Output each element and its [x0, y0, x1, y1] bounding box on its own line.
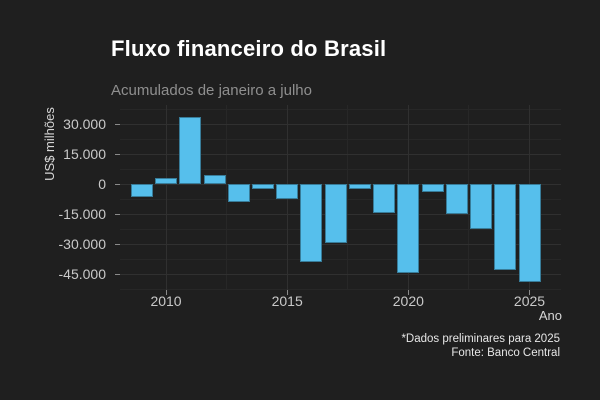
gridline-major-y [120, 273, 561, 275]
bar-2021 [421, 184, 444, 193]
x-tick-label: 2020 [392, 293, 424, 309]
bar-2018 [348, 184, 371, 189]
chart-caption: *Dados preliminares para 2025 Fonte: Ban… [401, 332, 560, 360]
y-tick-mark [115, 183, 120, 185]
gridline-major-y [120, 153, 561, 155]
y-tick-mark [115, 123, 120, 125]
x-tick-label: 2010 [150, 293, 182, 309]
bar-2019 [373, 184, 396, 214]
bar-2024 [494, 184, 517, 270]
y-tick-mark [115, 273, 120, 275]
gridline-minor-y [120, 138, 561, 140]
bar-2013 [227, 184, 250, 203]
chart-subtitle: Acumulados de janeiro a julho [111, 82, 312, 99]
y-tick-label: -45.000 [58, 266, 106, 282]
bar-2020 [397, 184, 420, 274]
y-tick-label: 0 [98, 176, 106, 192]
bar-2025 [518, 184, 541, 283]
caption-source: Fonte: Banco Central [451, 347, 560, 359]
gridline-minor-y [120, 288, 561, 290]
y-tick-label: 15.000 [63, 146, 106, 162]
gridline-minor-y [120, 168, 561, 170]
gridline-minor-x [468, 105, 470, 290]
y-tick-mark [115, 213, 120, 215]
bar-2011 [179, 117, 202, 184]
gridline-minor-x [226, 105, 228, 290]
bar-2022 [445, 184, 468, 215]
x-axis-title: Ano [538, 308, 562, 323]
bar-2015 [276, 184, 299, 199]
bar-2010 [155, 177, 178, 184]
bar-2023 [470, 184, 493, 229]
y-tick-label: -30.000 [58, 236, 106, 252]
y-tick-mark [115, 153, 120, 155]
gridline-minor-y [120, 108, 561, 110]
bar-2012 [203, 175, 226, 184]
gridline-major-y [120, 123, 561, 125]
y-tick-label: 30.000 [63, 116, 106, 132]
chart-title: Fluxo financeiro do Brasil [111, 36, 387, 61]
plot-panel [120, 105, 561, 290]
x-tick-mark [529, 290, 530, 295]
gridline-minor-y [120, 258, 561, 260]
x-tick-mark [165, 290, 167, 295]
gridline-major-x [165, 105, 167, 290]
bar-2009 [130, 184, 153, 197]
y-tick-mark [115, 243, 120, 245]
gridline-minor-x [347, 105, 349, 290]
caption-note: *Dados preliminares para 2025 [401, 333, 560, 345]
y-tick-label: -15.000 [58, 206, 106, 222]
x-tick-mark [286, 290, 288, 295]
bar-2016 [300, 184, 323, 262]
bar-2014 [251, 184, 274, 190]
x-tick-label: 2015 [271, 293, 303, 309]
gridline-major-y [120, 243, 561, 245]
x-tick-label: 2025 [513, 293, 546, 309]
x-tick-mark [407, 290, 409, 295]
bar-2017 [324, 184, 347, 244]
